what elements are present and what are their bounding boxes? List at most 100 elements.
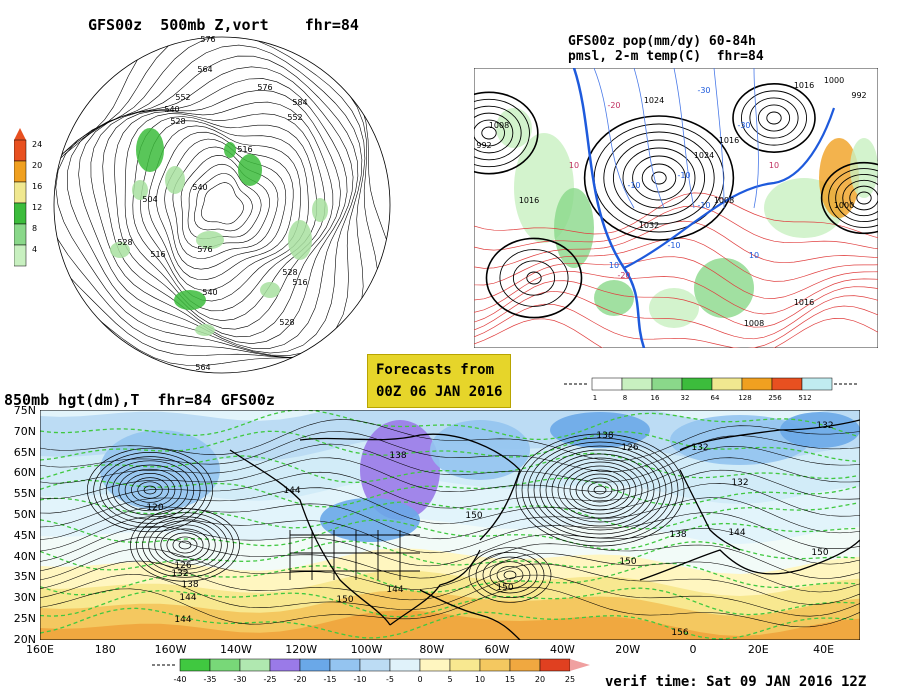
vorticity-area bbox=[165, 166, 185, 194]
temperature-label: 10 bbox=[749, 251, 759, 260]
height-contour bbox=[557, 461, 643, 519]
lon-label: 120W bbox=[285, 643, 318, 656]
vorticity-area bbox=[195, 324, 215, 336]
height-label: 120 bbox=[146, 503, 163, 513]
scale-swatch bbox=[591, 377, 623, 391]
height-contour bbox=[569, 469, 631, 511]
scale-swatch bbox=[14, 181, 27, 204]
temperature-label: 10 bbox=[609, 261, 619, 270]
pop-contour-labels: 1008 992 1016 1024 1016 1008 1032 1024 1000 1000 1… bbox=[476, 76, 866, 328]
precip-area bbox=[594, 280, 634, 316]
pressure-contour bbox=[474, 98, 530, 168]
pressure-contour bbox=[474, 105, 522, 161]
height-contour bbox=[503, 570, 517, 580]
height-contour bbox=[40, 536, 860, 579]
temperature-label: 10 bbox=[569, 161, 579, 170]
temperature-label: -30 bbox=[697, 86, 710, 95]
pressure-contour bbox=[499, 249, 569, 307]
temperature-label: 10 bbox=[769, 161, 779, 170]
height-contour bbox=[40, 512, 860, 554]
height-contour bbox=[124, 473, 176, 507]
hemisphere-contour-label: 564 bbox=[197, 65, 212, 74]
pressure-label: 1008 bbox=[744, 319, 764, 328]
pressure-contour bbox=[828, 168, 878, 228]
lon-label: 80W bbox=[419, 643, 445, 656]
coastline bbox=[639, 539, 860, 581]
height-label: 150 bbox=[619, 557, 636, 567]
height-contour bbox=[187, 163, 262, 240]
temperature-label: -10 bbox=[697, 201, 710, 210]
lat-label: 25N bbox=[13, 612, 36, 625]
height-contour bbox=[201, 182, 244, 225]
height-contour bbox=[40, 483, 860, 528]
hemisphere-contour-label: 540 bbox=[164, 105, 179, 114]
scale-swatch bbox=[14, 139, 27, 162]
height-contour bbox=[102, 89, 341, 338]
precip-area bbox=[850, 138, 878, 198]
height-contour bbox=[515, 433, 685, 547]
scale-swatch bbox=[479, 658, 511, 672]
scale-arrow bbox=[570, 659, 590, 671]
height-label: 132 bbox=[691, 443, 708, 453]
scale-label: 16 bbox=[651, 394, 660, 402]
height-contour bbox=[114, 101, 334, 330]
temperature-contour bbox=[753, 68, 759, 209]
height-contour bbox=[132, 116, 318, 312]
height-contour bbox=[40, 457, 860, 499]
scale-label: -35 bbox=[203, 675, 216, 684]
height-contour bbox=[40, 586, 860, 628]
temperature-isotherm bbox=[40, 477, 857, 508]
scale-label: -15 bbox=[323, 675, 336, 684]
height-label: 144 bbox=[728, 528, 745, 538]
lat-label: 65N bbox=[13, 445, 36, 459]
850-color-scale: -40 -35 -30 -25 -20 -15 -10 -5 0 5 10 15 20 25 bbox=[152, 658, 590, 684]
pressure-label: 1016 bbox=[719, 136, 739, 145]
hemisphere-contour-label: 528 bbox=[117, 238, 132, 247]
vorticity-area bbox=[174, 290, 206, 310]
hemisphere-map: 5765645525405285165045765845525405285165… bbox=[53, 35, 391, 374]
hemisphere-contour-label: 576 bbox=[257, 83, 272, 92]
hemisphere-contour-label: 552 bbox=[175, 93, 190, 102]
hemisphere-contour-label: 540 bbox=[192, 183, 207, 192]
pressure-contour bbox=[641, 163, 677, 193]
height-contour bbox=[593, 485, 607, 495]
scale-label: -40 bbox=[173, 675, 186, 684]
scale-label: 32 bbox=[681, 394, 690, 402]
cold-pocket bbox=[550, 412, 650, 448]
scale-swatch bbox=[801, 377, 833, 391]
scale-label: 128 bbox=[738, 394, 751, 402]
height-contour bbox=[521, 437, 679, 543]
850-contour-labels: 1321381201441261321381441501381501321261… bbox=[146, 421, 833, 638]
lon-label: 0 bbox=[689, 643, 697, 656]
scale-label: 24 bbox=[32, 140, 42, 149]
temperature-line bbox=[474, 192, 878, 239]
height-contour bbox=[40, 526, 860, 567]
temperature-label: -20 bbox=[617, 271, 630, 280]
lon-label: 20E bbox=[747, 643, 769, 656]
height-contour bbox=[136, 512, 234, 578]
temperature-label: -30 bbox=[737, 121, 750, 130]
coastline bbox=[389, 549, 481, 626]
height-contour bbox=[147, 125, 301, 291]
height-label: 144 bbox=[174, 615, 191, 625]
vorticity-area bbox=[312, 198, 328, 222]
lat-label: 30N bbox=[13, 591, 36, 605]
height-contour bbox=[40, 469, 860, 514]
height-label: 138 bbox=[669, 530, 686, 540]
height-contour bbox=[105, 460, 195, 520]
scale-label: 10 bbox=[475, 675, 485, 684]
temperature-band bbox=[40, 610, 860, 640]
scale-label: -20 bbox=[293, 675, 306, 684]
height-contour bbox=[131, 477, 169, 503]
pressure-label: 1000 bbox=[834, 201, 854, 210]
coastline bbox=[229, 449, 391, 626]
height-contour bbox=[551, 457, 649, 523]
lon-label: 60W bbox=[484, 643, 510, 656]
hemisphere-vorticity bbox=[110, 128, 328, 336]
pressure-label: 992 bbox=[476, 141, 491, 150]
height-label: 150 bbox=[465, 511, 482, 521]
lat-label: 75N bbox=[13, 404, 36, 417]
vorticity-area bbox=[110, 242, 130, 258]
scale-swatch bbox=[621, 377, 653, 391]
vorticity-area bbox=[238, 154, 262, 186]
